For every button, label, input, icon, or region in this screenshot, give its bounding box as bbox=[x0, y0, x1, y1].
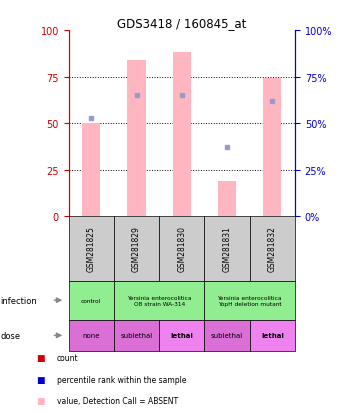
Title: GDS3418 / 160845_at: GDS3418 / 160845_at bbox=[117, 17, 247, 30]
Text: count: count bbox=[57, 353, 78, 362]
Text: GSM281829: GSM281829 bbox=[132, 226, 141, 272]
Text: none: none bbox=[82, 332, 100, 339]
Text: sublethal: sublethal bbox=[120, 332, 153, 339]
Bar bbox=[82, 124, 100, 217]
Text: value, Detection Call = ABSENT: value, Detection Call = ABSENT bbox=[57, 396, 178, 406]
Text: GSM281830: GSM281830 bbox=[177, 226, 186, 272]
Bar bbox=[173, 53, 191, 217]
Text: percentile rank within the sample: percentile rank within the sample bbox=[57, 375, 186, 384]
Text: infection: infection bbox=[0, 296, 37, 305]
Text: control: control bbox=[81, 298, 102, 303]
Text: ■: ■ bbox=[36, 353, 45, 362]
Text: ■: ■ bbox=[36, 396, 45, 406]
Text: dose: dose bbox=[0, 331, 21, 340]
Bar bbox=[218, 182, 236, 217]
Text: sublethal: sublethal bbox=[211, 332, 243, 339]
Text: Yersinia enterocolitica
YopH deletion mutant: Yersinia enterocolitica YopH deletion mu… bbox=[217, 295, 282, 306]
Text: lethal: lethal bbox=[170, 332, 193, 339]
Text: lethal: lethal bbox=[261, 332, 284, 339]
Bar bbox=[263, 79, 281, 217]
Text: GSM281825: GSM281825 bbox=[87, 226, 96, 272]
Text: GSM281832: GSM281832 bbox=[268, 226, 277, 272]
Text: ■: ■ bbox=[36, 375, 45, 384]
Text: GSM281831: GSM281831 bbox=[223, 226, 232, 272]
Text: Yersinia enterocolitica
O8 strain WA-314: Yersinia enterocolitica O8 strain WA-314 bbox=[127, 295, 191, 306]
Bar bbox=[128, 61, 145, 217]
